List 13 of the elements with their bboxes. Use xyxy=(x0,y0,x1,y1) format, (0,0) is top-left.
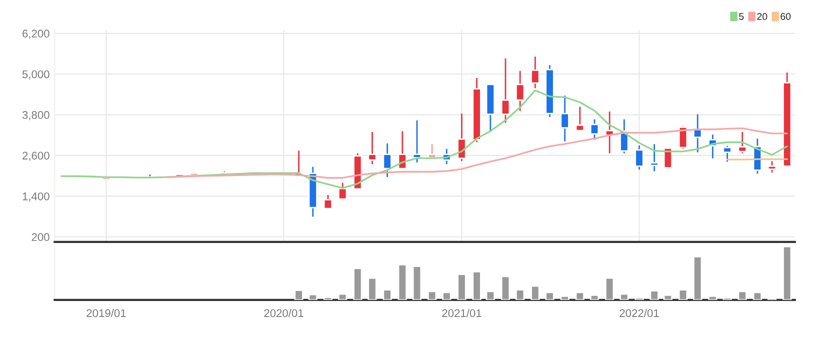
x-tick-label: 2019/01 xyxy=(86,308,126,318)
y-tick-label: 6,200 xyxy=(22,30,50,39)
legend-label: 20 xyxy=(757,13,768,20)
x-tick-label: 2022/01 xyxy=(620,308,659,318)
y-tick-label: 5,000 xyxy=(22,70,50,80)
y-tick-label: 1,400 xyxy=(22,192,50,202)
x-tick-label: 2021/01 xyxy=(442,308,482,318)
y-tick-label: 2,600 xyxy=(22,152,50,161)
y-tick-label: 200 xyxy=(32,233,50,242)
legend-label: 60 xyxy=(780,13,791,20)
legend-label: 5 xyxy=(739,13,744,20)
y-tick-label: 3,800 xyxy=(22,111,50,120)
x-tick-label: 2020/01 xyxy=(264,308,304,318)
